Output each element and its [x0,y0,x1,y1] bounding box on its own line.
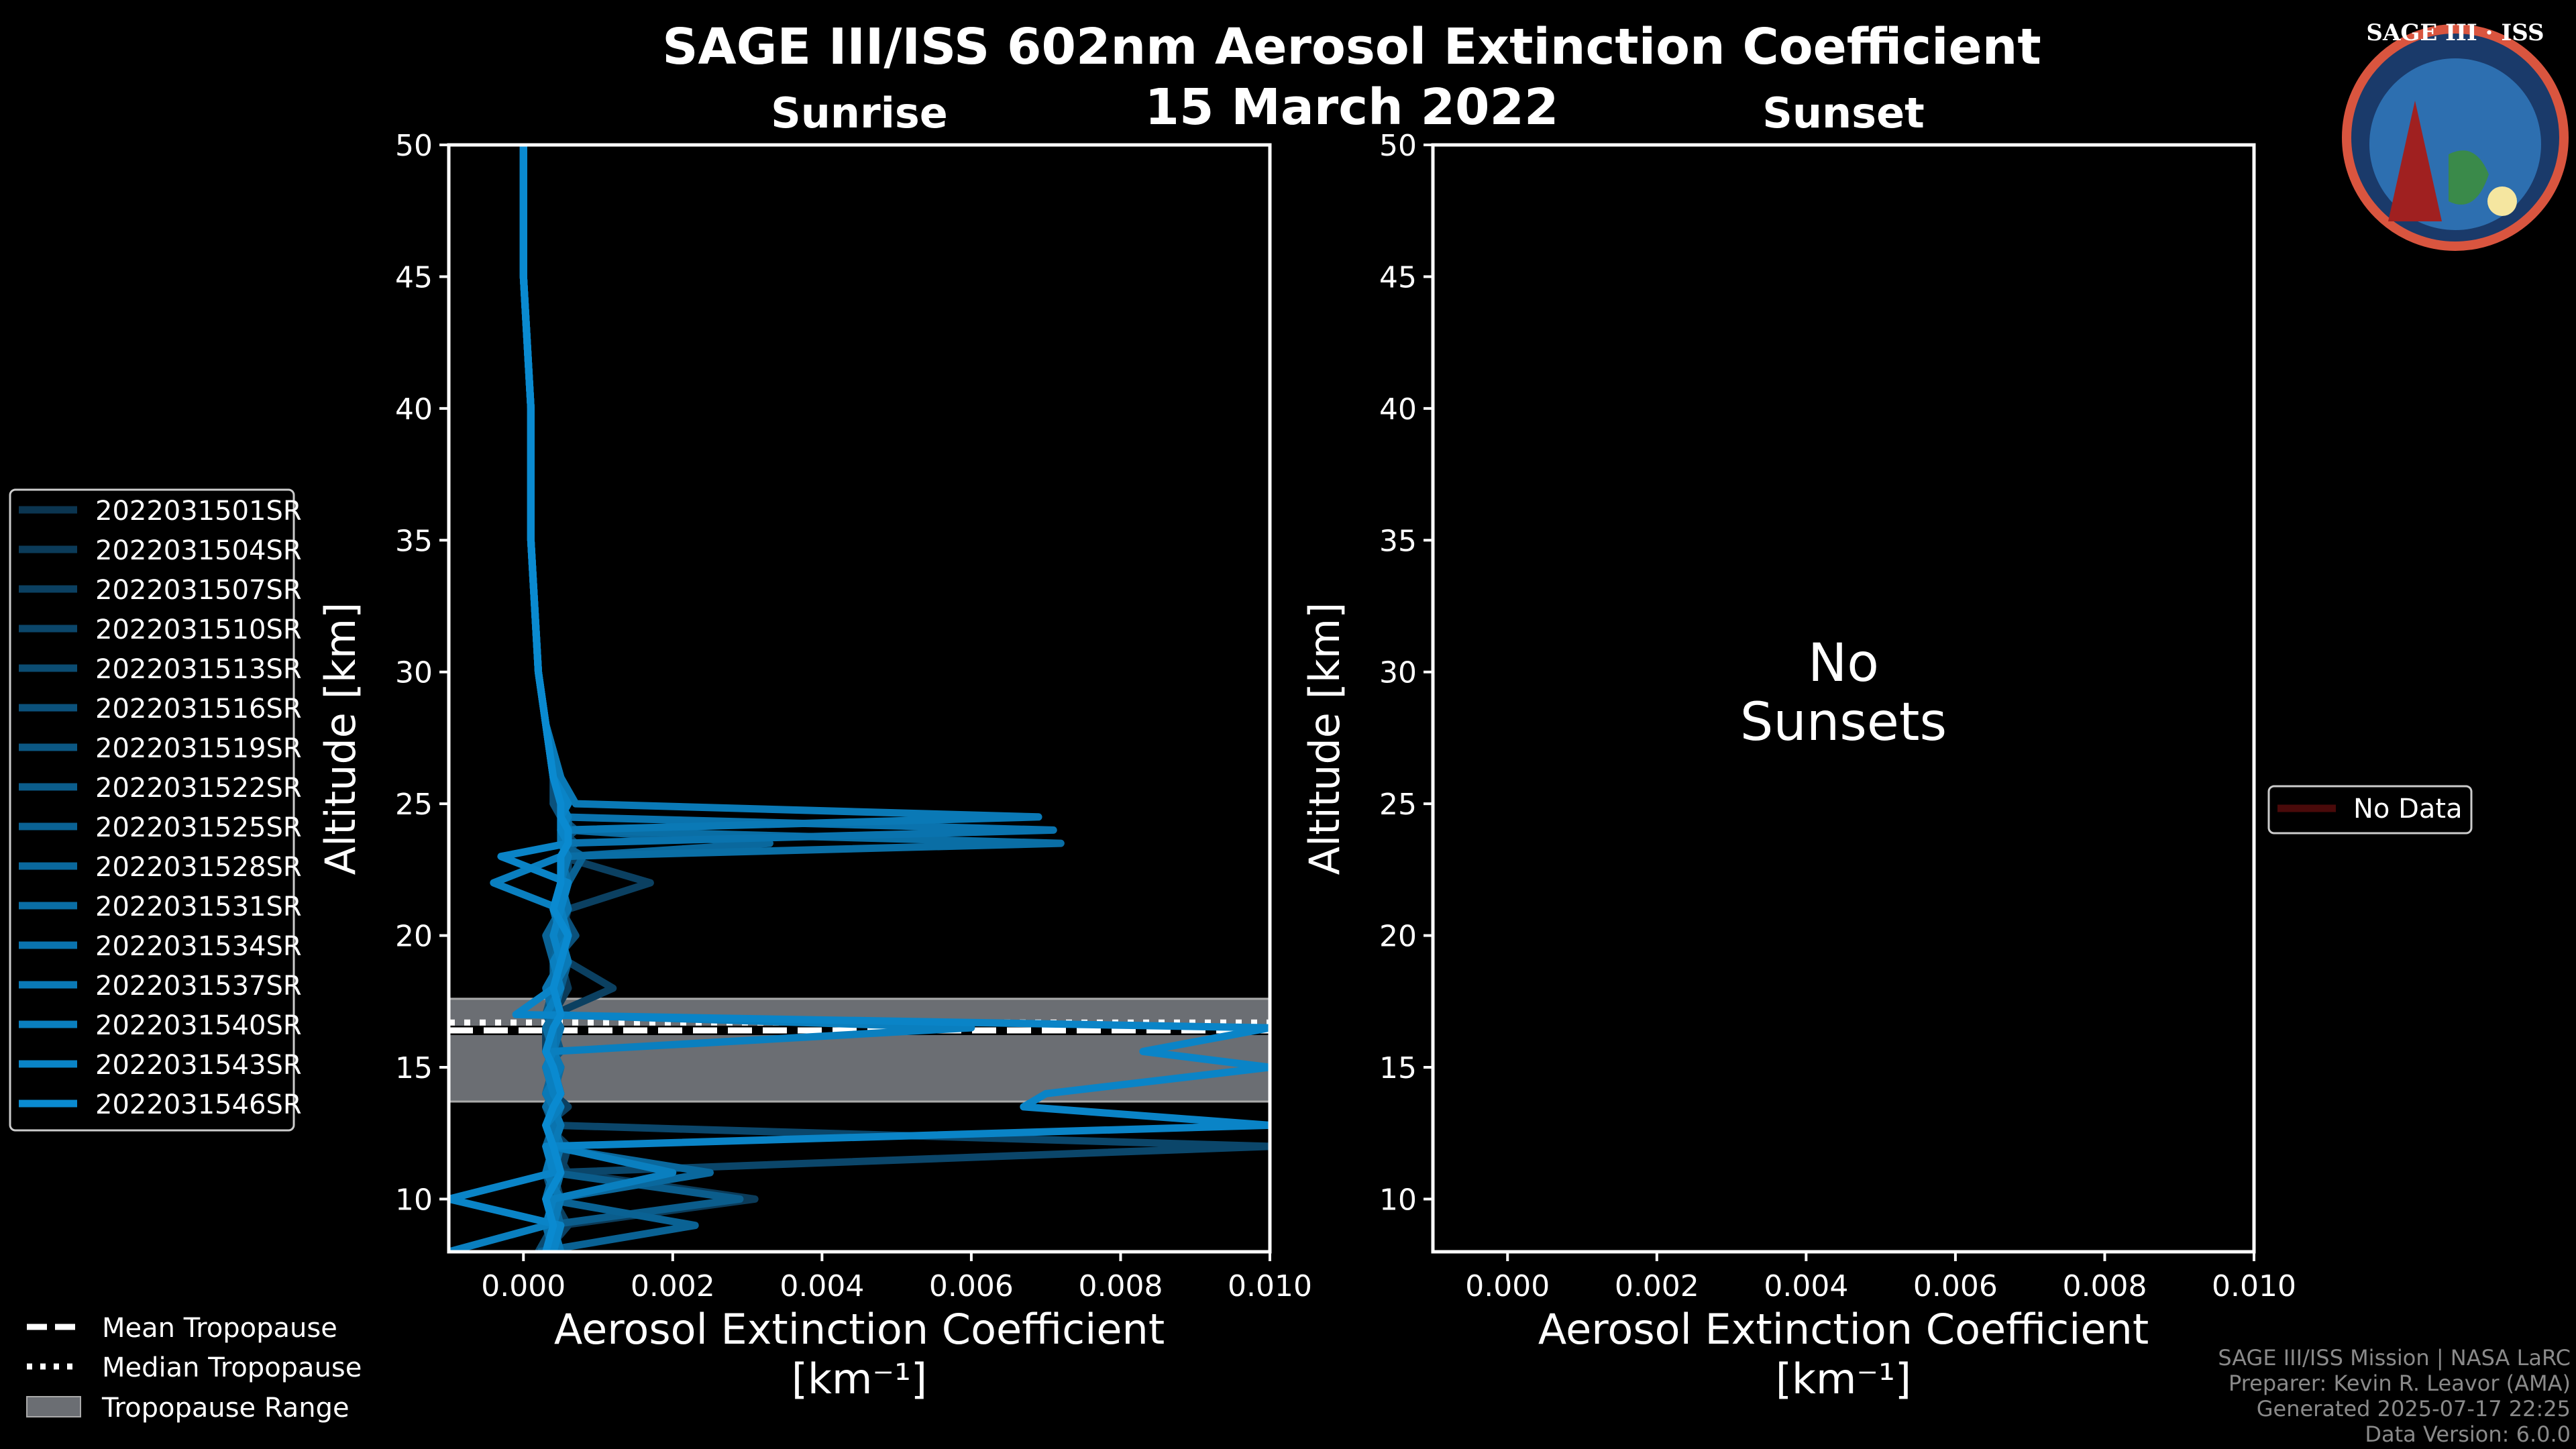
legend-label: 2022031525SR [95,812,302,843]
credit-line: SAGE III/ISS Mission | NASA LaRC [2218,1345,2571,1371]
y-tick-label: 20 [395,920,433,954]
sage-iii-iss-logo: SAGE III · ISS [2342,19,2569,251]
x-axis-label: Aerosol Extinction Coefficient [554,1305,1165,1354]
x-tick-label: 0.002 [631,1269,715,1303]
legend-label: 2022031540SR [95,1010,302,1041]
series-legend: 2022031501SR 2022031504SR 2022031507SR 2022… [9,488,302,1132]
x-tick-label: 0.004 [780,1269,864,1303]
tropopause-range-label: Tropopause Range [101,1393,350,1424]
credit-line: Preparer: Kevin R. Leavor (AMA) [2228,1371,2571,1396]
x-tick-label: 0.000 [1465,1269,1550,1303]
x-tick-label: 0.002 [1615,1269,1699,1303]
sunrise-panel: Sunrise 0.000 0.002 0.004 0.006 0.008 0.010 10 1… [316,89,1312,1403]
y-tick-label: 40 [1379,392,1417,427]
legend-label: 2022031546SR [95,1089,302,1120]
tropopause-legend: Mean Tropopause Median Tropopause Tropopau… [26,1313,362,1424]
y-tick-label: 50 [395,129,433,163]
x-tick-label: 0.004 [1764,1269,1848,1303]
legend-label: 2022031543SR [95,1050,302,1081]
chart-title: SAGE III/ISS 602nm Aerosol Extinction Co… [662,18,2041,76]
y-tick-label: 25 [1379,788,1417,822]
legend-label: No Data [2353,794,2463,824]
no-sunsets-annotation: No [1808,633,1879,694]
y-tick-label: 35 [1379,524,1417,558]
legend-label: 2022031519SR [95,733,302,764]
legend-frame [9,488,295,1132]
chart-date: 15 March 2022 [1144,78,1558,136]
legend-label: 2022031504SR [95,535,302,566]
y-axis-label: Altitude [km] [316,602,365,875]
legend-label: 2022031531SR [95,892,302,922]
panel-title: Sunrise [771,89,948,138]
legend-label: 2022031510SR [95,614,302,645]
credit-line: Generated 2025-07-17 22:25 [2256,1396,2571,1421]
x-tick-label: 0.008 [1078,1269,1163,1303]
tropopause-range-swatch [26,1396,81,1417]
legend-frame [2267,785,2473,835]
x-tick-label: 0.008 [2062,1269,2147,1303]
x-tick-label: 0.010 [2212,1269,2296,1303]
legend-label: 2022031507SR [95,575,302,606]
x-axis-unit: [km⁻¹] [792,1354,927,1403]
legend-label: 2022031516SR [95,694,302,724]
legend-label: 2022031522SR [95,773,302,804]
x-axis-unit: [km⁻¹] [1776,1354,1911,1403]
logo-figure [2388,101,2442,221]
legend-label: 2022031513SR [95,654,302,685]
y-tick-label: 20 [1379,920,1417,954]
y-tick-label: 15 [395,1051,433,1085]
y-axis-label: Altitude [km] [1300,602,1349,875]
y-tick-label: 40 [395,392,433,427]
x-tick-label: 0.000 [481,1269,566,1303]
median-tropopause-label: Median Tropopause [102,1352,362,1383]
legend-label: 2022031528SR [95,852,302,883]
logo-text: SAGE III · ISS [2366,19,2544,46]
y-tick-label: 25 [395,788,433,822]
x-axis-label: Aerosol Extinction Coefficient [1538,1305,2149,1354]
axes-frame [447,143,1272,1254]
sunset-legend: No Data [2267,785,2473,835]
y-tick-label: 30 [395,656,433,690]
legend-label: 2022031537SR [95,971,302,1002]
plot-area [449,145,1270,1252]
y-tick-label: 45 [395,260,433,294]
y-tick-label: 50 [1379,129,1417,163]
y-tick-label: 10 [395,1183,433,1217]
y-tick-label: 45 [1379,260,1417,294]
x-tick-label: 0.006 [1913,1269,1998,1303]
x-tick-label: 0.006 [929,1269,1014,1303]
axes-frame [1431,143,2256,1254]
logo-sun [2487,186,2517,216]
y-tick-label: 35 [395,524,433,558]
credit-line: Data Version: 6.0.0 [2365,1421,2571,1447]
y-tick-label: 30 [1379,656,1417,690]
y-tick-label: 15 [1379,1051,1417,1085]
panel-title: Sunset [1762,89,1925,138]
y-tick-label: 10 [1379,1183,1417,1217]
x-tick-label: 0.010 [1228,1269,1312,1303]
profile-line-2022031546SR [519,145,572,1252]
legend-label: 2022031501SR [95,496,302,527]
legend-label: 2022031534SR [95,931,302,962]
mean-tropopause-label: Mean Tropopause [102,1313,337,1344]
no-sunsets-annotation: Sunsets [1740,692,1947,753]
logo-land [2449,150,2489,205]
credits-footer: SAGE III/ISS Mission | NASA LaRC Prepare… [2218,1345,2571,1447]
